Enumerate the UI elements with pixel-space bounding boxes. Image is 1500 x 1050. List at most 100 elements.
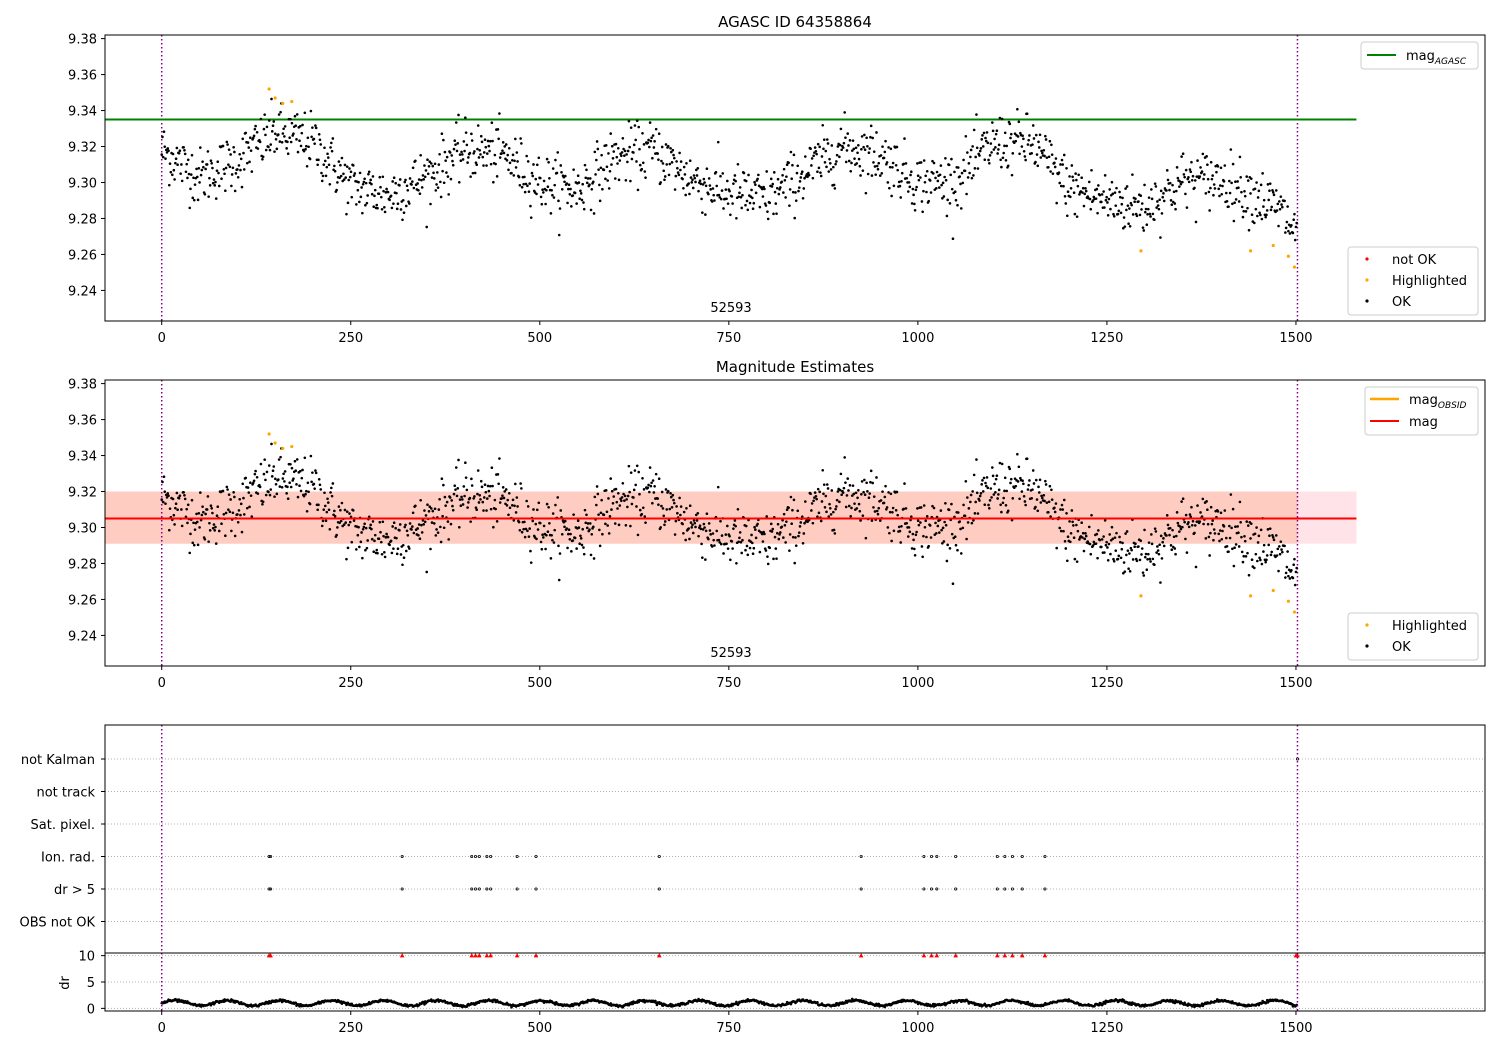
ok-point: [1094, 542, 1098, 545]
ok-point: [274, 137, 278, 141]
ok-point: [1292, 563, 1295, 567]
ok-point: [540, 202, 544, 206]
ok-point: [333, 164, 336, 168]
ok-point: [974, 500, 977, 504]
ok-point: [459, 504, 463, 507]
ok-point: [972, 174, 975, 177]
ok-point: [1209, 505, 1213, 509]
ok-point: [695, 519, 699, 522]
ok-point: [891, 510, 894, 514]
ok-point: [234, 172, 238, 175]
ok-point: [1283, 199, 1286, 203]
ok-point: [351, 509, 355, 512]
ok-point: [699, 527, 703, 531]
ok-point: [376, 551, 379, 555]
ok-point: [273, 495, 276, 498]
ok-point: [1118, 195, 1122, 199]
ok-point: [550, 533, 553, 537]
ok-point: [1175, 534, 1178, 538]
legend-mag-label: mag: [1409, 415, 1438, 430]
ok-point: [342, 178, 346, 181]
ok-point: [274, 482, 278, 486]
ok-point: [1112, 557, 1115, 561]
ok-point: [1293, 583, 1297, 587]
ok-point: [1220, 192, 1224, 196]
ok-point: [705, 512, 709, 516]
ok-point: [1013, 477, 1017, 480]
ok-point: [824, 149, 828, 153]
ok-point: [1068, 175, 1071, 178]
ok-point: [1125, 185, 1129, 188]
ok-point: [1269, 553, 1273, 557]
ok-point: [838, 488, 842, 492]
ok-point: [464, 476, 468, 479]
ok-point: [897, 525, 901, 529]
ok-point: [741, 538, 744, 542]
ok-point: [682, 531, 685, 535]
ok-point: [1030, 151, 1034, 155]
ok-point: [524, 527, 528, 531]
ok-point: [1120, 547, 1124, 551]
ok-point: [1081, 186, 1085, 190]
ok-point: [326, 497, 329, 501]
ok-point: [539, 195, 543, 199]
ok-point: [479, 479, 483, 483]
ok-point: [429, 162, 433, 165]
ok-point: [539, 540, 543, 544]
ok-point: [548, 522, 551, 525]
ok-point: [1042, 148, 1046, 152]
ok-point: [198, 181, 201, 184]
ok-point: [927, 544, 931, 548]
ok-point: [486, 484, 490, 488]
ok-point: [1293, 238, 1297, 242]
ok-point: [192, 176, 195, 180]
highlighted-point: [273, 441, 277, 445]
ok-point: [1106, 201, 1109, 204]
ok-point: [423, 520, 427, 524]
ok-point: [377, 537, 381, 540]
ok-point: [1271, 536, 1275, 539]
ok-point: [462, 485, 466, 488]
ok-point: [1047, 155, 1051, 159]
ok-point: [192, 543, 196, 547]
x-tick-label: 750: [716, 331, 741, 346]
ok-point: [910, 202, 914, 205]
ok-point: [1228, 191, 1232, 195]
ok-point: [657, 477, 661, 481]
ok-point: [453, 139, 457, 143]
ok-point: [454, 466, 458, 469]
ok-point: [451, 163, 455, 167]
ok-point: [967, 507, 971, 510]
ok-point: [1048, 139, 1052, 143]
ok-point: [1234, 525, 1237, 529]
ok-point: [501, 141, 505, 144]
ok-point: [839, 472, 843, 476]
ok-point: [963, 514, 967, 518]
ok-point: [167, 494, 170, 498]
ok-point: [469, 175, 472, 178]
ok-point: [1166, 523, 1170, 527]
ok-point: [1200, 170, 1204, 173]
dr-point: [850, 997, 854, 1001]
ok-point: [1250, 213, 1254, 217]
ok-point: [994, 146, 997, 149]
ok-point: [193, 528, 197, 531]
ok-point: [548, 177, 551, 180]
ok-point: [180, 524, 184, 528]
ok-point: [361, 556, 364, 560]
ok-point: [925, 535, 928, 539]
ok-point: [738, 186, 742, 189]
ok-point: [247, 146, 251, 149]
ok-point: [934, 531, 938, 535]
ok-point: [970, 176, 974, 180]
ok-point: [301, 123, 304, 127]
ok-point: [551, 167, 555, 170]
ok-point: [688, 159, 692, 163]
ok-point: [399, 208, 403, 211]
ok-point: [632, 151, 635, 154]
dr-tick-label: 5: [87, 976, 95, 991]
ok-point: [557, 233, 561, 237]
ok-point: [907, 181, 911, 184]
ok-point: [1238, 155, 1242, 159]
ok-point: [910, 547, 914, 550]
